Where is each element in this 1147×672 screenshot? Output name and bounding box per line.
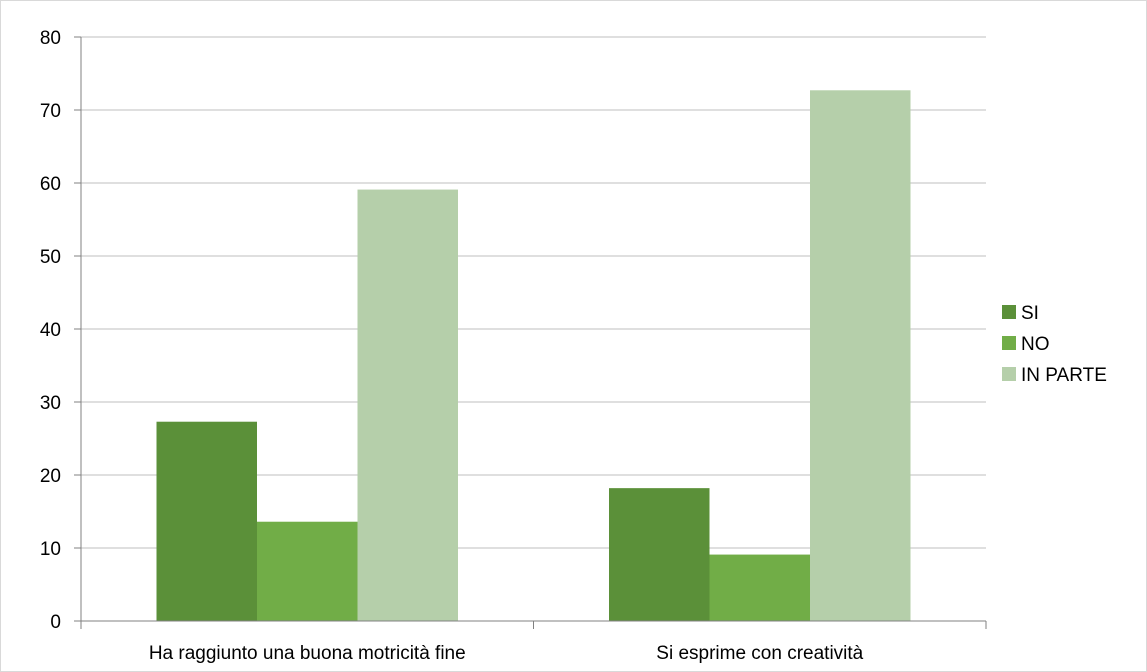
y-tick-label: 30 bbox=[40, 393, 61, 414]
x-category-label: Ha raggiunto una buona motricità fine bbox=[149, 643, 466, 664]
legend-label: IN PARTE bbox=[1021, 365, 1107, 386]
bar-si bbox=[156, 421, 257, 621]
bar-no bbox=[257, 521, 358, 621]
legend-swatch bbox=[1002, 367, 1016, 381]
bar-in-parte bbox=[810, 90, 911, 622]
bar-no bbox=[709, 554, 810, 621]
y-tick-label: 40 bbox=[40, 320, 61, 341]
axes bbox=[74, 36, 987, 629]
y-tick-label: 0 bbox=[50, 612, 61, 633]
y-tick-label: 20 bbox=[40, 466, 61, 487]
y-tick-label: 70 bbox=[40, 101, 61, 122]
x-category-labels: Ha raggiunto una buona motricità fine Si … bbox=[149, 643, 864, 664]
y-tick-label: 50 bbox=[40, 247, 61, 268]
legend-swatch bbox=[1002, 305, 1016, 319]
legend-label: NO bbox=[1021, 334, 1050, 355]
y-tick-label: 10 bbox=[40, 539, 61, 560]
legend-label: SI bbox=[1021, 303, 1039, 324]
bar-in-parte bbox=[357, 189, 458, 621]
y-tick-label: 60 bbox=[40, 174, 61, 195]
legend-swatch bbox=[1002, 336, 1016, 350]
x-category-label: Si esprime con creatività bbox=[656, 643, 863, 664]
legend: SI NO IN PARTE bbox=[1002, 303, 1107, 386]
y-tick-label: 80 bbox=[40, 28, 61, 49]
y-tick-labels: 0 10 20 30 40 50 60 70 80 bbox=[40, 28, 61, 633]
bar-si bbox=[609, 488, 710, 621]
bars bbox=[156, 90, 911, 622]
